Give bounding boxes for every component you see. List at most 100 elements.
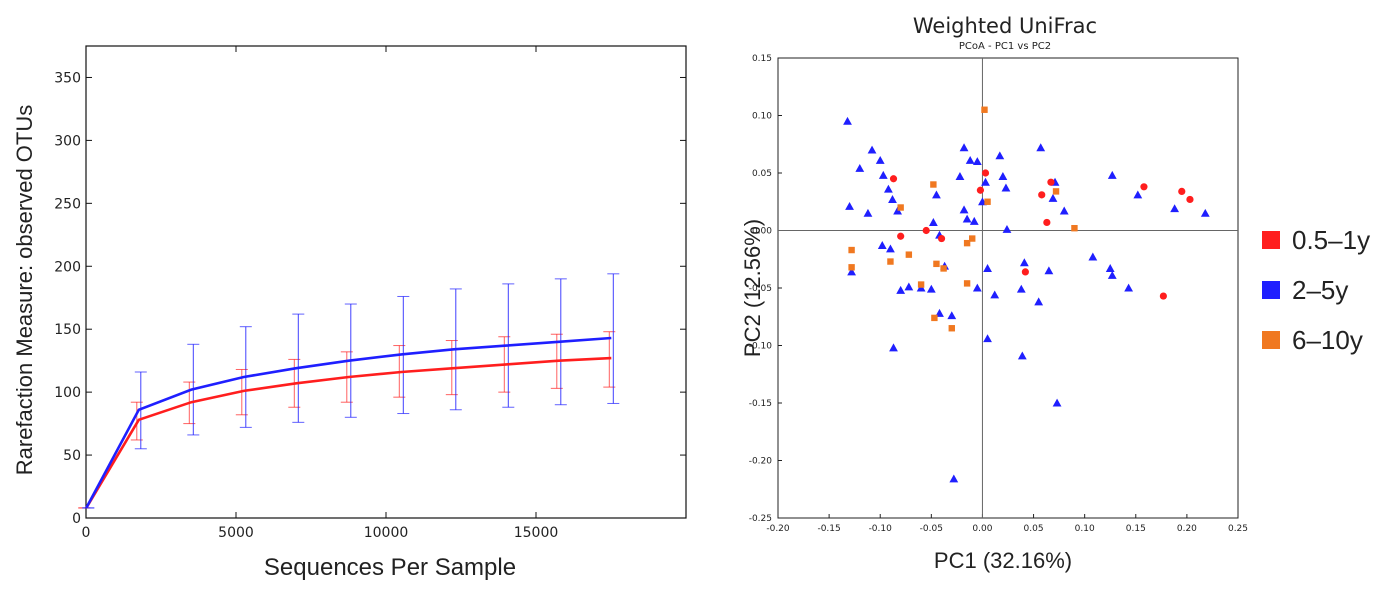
point-0.5–1y bbox=[1186, 195, 1194, 204]
point-2–5y bbox=[1002, 224, 1012, 233]
point-2–5y bbox=[1019, 258, 1029, 267]
point-2–5y bbox=[877, 241, 887, 249]
point-2–5y bbox=[1044, 266, 1054, 275]
point-2–5y bbox=[947, 311, 957, 320]
point-2–5y bbox=[867, 145, 877, 154]
y-tick-label: 0.05 bbox=[752, 169, 772, 179]
x-tick-label: 0.10 bbox=[1075, 524, 1095, 534]
rarefaction-plot-frame bbox=[85, 45, 687, 519]
legend-label: 6–10y bbox=[1292, 324, 1363, 355]
point-2–5y bbox=[843, 116, 852, 125]
x-tick-label: 0.00 bbox=[972, 524, 992, 534]
legend-item-0-5-1y: 0.5–1y bbox=[1262, 215, 1392, 265]
point-6–10y bbox=[969, 235, 976, 242]
x-tick-label: 10000 bbox=[364, 525, 409, 541]
point-6–10y bbox=[984, 198, 991, 205]
pcoa-title: Weighted UniFrac bbox=[913, 14, 1097, 38]
point-0.5–1y bbox=[889, 175, 898, 183]
y-tick-label: 0.15 bbox=[752, 54, 772, 64]
pcoa-y-label: PC2 (12.56%) bbox=[740, 219, 765, 357]
point-2–5y bbox=[949, 474, 959, 483]
point-2–5y bbox=[1105, 264, 1115, 272]
point-2–5y bbox=[1001, 183, 1011, 192]
y-tick-label: 250 bbox=[54, 196, 81, 212]
point-2–5y bbox=[1200, 208, 1210, 217]
point-2–5y bbox=[998, 172, 1008, 180]
x-tick-label: 0 bbox=[82, 525, 91, 541]
point-2–5y bbox=[959, 143, 969, 152]
x-tick-label: -0.10 bbox=[869, 524, 893, 534]
point-0.5–1y bbox=[1140, 183, 1148, 191]
rarefaction-y-label: Rarefaction Measure: observed OTUs bbox=[12, 105, 37, 476]
x-tick-label: 0.05 bbox=[1024, 524, 1044, 534]
point-2–5y bbox=[972, 283, 982, 292]
pcoa-points bbox=[843, 106, 1210, 483]
point-0.5–1y bbox=[1038, 191, 1046, 199]
point-2–5y bbox=[1052, 398, 1062, 407]
x-tick-label: -0.20 bbox=[766, 524, 790, 534]
pcoa-axes: -0.20 -0.15 -0.10 -0.05 0.00 0.05 0.10 0.15 0.20… bbox=[749, 54, 1248, 534]
pcoa-subtitle: PCoA - PC1 vs PC2 bbox=[959, 41, 1051, 52]
point-2–5y bbox=[904, 282, 914, 291]
point-0.5–1y bbox=[922, 226, 930, 235]
point-2–5y bbox=[1107, 170, 1117, 179]
point-2–5y bbox=[855, 164, 865, 172]
y-tick-label: -0.10 bbox=[749, 342, 773, 352]
point-2–5y bbox=[1107, 270, 1117, 279]
legend-swatch-red bbox=[1262, 231, 1280, 249]
legend-swatch-orange bbox=[1262, 331, 1280, 349]
point-6–10y bbox=[948, 325, 955, 332]
series-line-red bbox=[85, 356, 612, 509]
point-2–5y bbox=[990, 290, 1000, 299]
point-2–5y bbox=[983, 334, 992, 343]
rarefaction-axes: 0 50 100 150 200 250 300 350 0 5000 10000 15000 bbox=[54, 46, 686, 541]
y-tick-label: 0.00 bbox=[752, 227, 772, 237]
point-6–10y bbox=[1071, 225, 1078, 232]
point-6–10y bbox=[897, 204, 904, 211]
point-2–5y bbox=[888, 195, 897, 203]
pcoa-chart: Weighted UniFrac PCoA - PC1 vs PC2 -0.20… bbox=[740, 14, 1248, 573]
series-line-blue bbox=[85, 336, 612, 509]
point-2–5y bbox=[965, 155, 975, 164]
point-2–5y bbox=[896, 285, 906, 294]
point-2–5y bbox=[1124, 283, 1134, 292]
point-2–5y bbox=[1133, 190, 1143, 199]
point-2–5y bbox=[1017, 351, 1027, 360]
point-2–5y bbox=[878, 170, 888, 179]
point-0.5–1y bbox=[937, 234, 946, 243]
point-6–10y bbox=[848, 246, 855, 254]
point-6–10y bbox=[905, 251, 913, 258]
x-tick-label: 15000 bbox=[514, 525, 559, 541]
point-2–5y bbox=[926, 284, 936, 293]
y-tick-label: 0.10 bbox=[752, 112, 772, 122]
rarefaction-series bbox=[78, 273, 620, 509]
y-tick-label: 300 bbox=[54, 133, 81, 149]
point-2–5y bbox=[969, 216, 979, 225]
y-tick-label: -0.20 bbox=[749, 457, 773, 467]
point-2–5y bbox=[962, 214, 972, 223]
x-tick-label: 5000 bbox=[218, 525, 254, 541]
rarefaction-chart: 0 50 100 150 200 250 300 350 0 5000 10000 15000 Seq… bbox=[12, 45, 687, 581]
point-2–5y bbox=[928, 218, 938, 226]
y-tick-label: 50 bbox=[63, 448, 81, 464]
pcoa-legend: 0.5–1y 2–5y 6–10y bbox=[1262, 215, 1392, 365]
point-2–5y bbox=[955, 172, 965, 180]
point-6–10y bbox=[940, 265, 947, 272]
y-tick-label: -0.05 bbox=[749, 284, 772, 294]
point-2–5y bbox=[1036, 143, 1046, 152]
y-tick-label: 150 bbox=[54, 322, 81, 338]
point-2–5y bbox=[1016, 284, 1026, 293]
y-tick-label: 350 bbox=[54, 70, 81, 86]
point-2–5y bbox=[981, 177, 990, 186]
pcoa-plot-frame bbox=[777, 57, 1239, 519]
point-0.5–1y bbox=[1178, 187, 1186, 195]
point-6–10y bbox=[917, 281, 925, 288]
point-0.5–1y bbox=[1021, 268, 1029, 276]
x-tick-label: 0.20 bbox=[1177, 524, 1197, 534]
point-6–10y bbox=[963, 239, 971, 247]
y-tick-label: -0.25 bbox=[749, 514, 772, 524]
legend-label: 2–5y bbox=[1292, 274, 1349, 305]
point-2–5y bbox=[847, 267, 856, 276]
rarefaction-x-label: Sequences Per Sample bbox=[264, 554, 516, 581]
point-6–10y bbox=[933, 260, 940, 268]
